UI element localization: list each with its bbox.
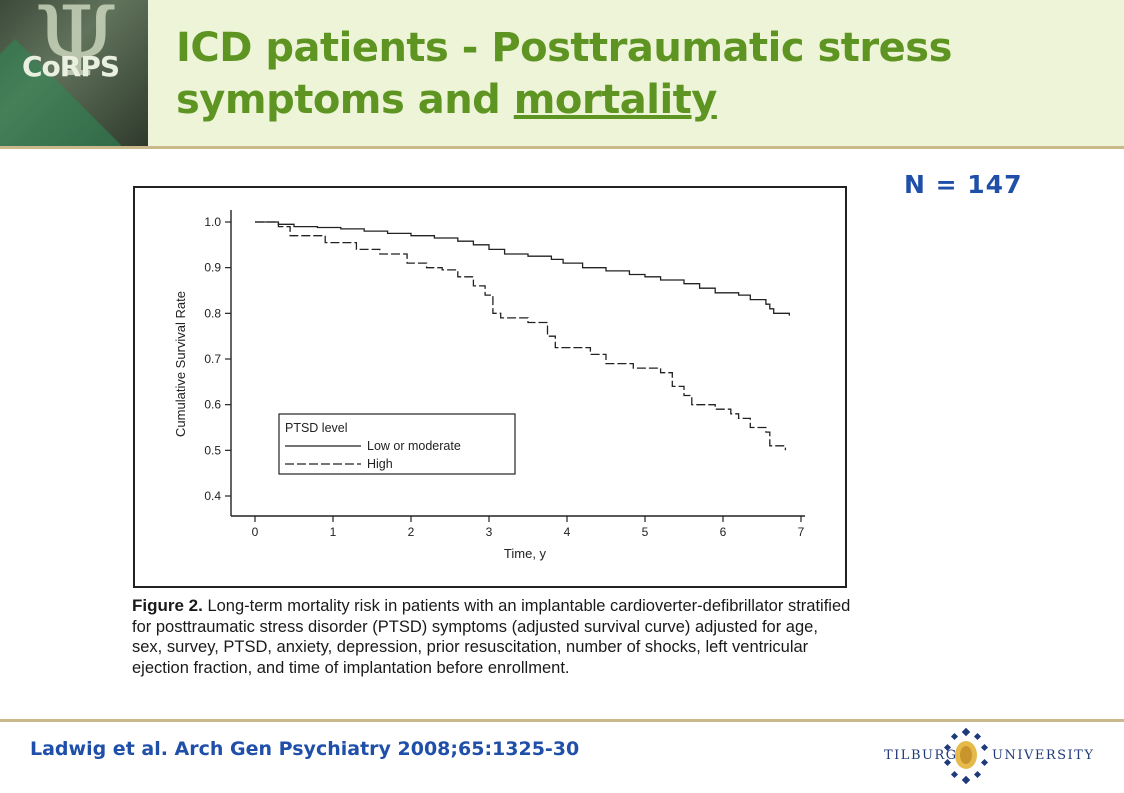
y-tick-label: 1.0 — [204, 215, 221, 229]
y-tick-label: 0.6 — [204, 398, 221, 412]
legend-box — [278, 413, 516, 475]
title-line-1: ICD patients - Posttraumatic stress — [176, 25, 952, 71]
x-axis-label: Time, y — [504, 546, 547, 561]
logo-text: CoRPS — [22, 50, 120, 83]
footer-divider — [0, 719, 1124, 722]
citation: Ladwig et al. Arch Gen Psychiatry 2008;6… — [30, 738, 580, 760]
university-crest-icon — [943, 728, 989, 784]
y-tick-label: 0.9 — [204, 261, 221, 275]
slide-title: ICD patients - Posttraumatic stress symp… — [176, 22, 1076, 126]
x-tick-label: 5 — [642, 525, 649, 539]
x-tick-label: 7 — [798, 525, 805, 539]
y-tick-label: 0.5 — [204, 443, 221, 457]
slide-header — [0, 0, 1124, 146]
chart-legend: PTSD level Low or moderate High — [278, 413, 516, 475]
legend-label-high: High — [367, 457, 393, 471]
header-divider — [0, 146, 1124, 149]
legend-label-low: Low or moderate — [367, 439, 461, 453]
x-tick-label: 2 — [408, 525, 415, 539]
title-line-2-prefix: symptoms and — [176, 77, 514, 123]
series-line-low-or-moderate — [255, 221, 790, 316]
y-tick-label: 0.4 — [204, 489, 221, 503]
x-tick-label: 0 — [252, 525, 259, 539]
caption-label: Figure 2. — [132, 596, 203, 615]
corps-logo: Ψ CoRPS — [0, 0, 148, 146]
chart-ticks: 0.4 0.5 0.6 0.7 0.8 0.9 1.0 0 1 2 3 4 5 6 7 — [204, 215, 804, 539]
university-name-right: UNIVERSITY — [992, 748, 1095, 763]
figure-caption: Figure 2. Long-term mortality risk in pa… — [132, 596, 852, 678]
title-underlined-word: mortality — [513, 77, 718, 123]
y-axis-label: Cumulative Survival Rate — [173, 291, 188, 437]
university-name-left: TILBURG — [884, 748, 958, 763]
series-line-high — [255, 221, 787, 451]
y-tick-label: 0.8 — [204, 306, 221, 320]
sample-size-label: N = 147 — [904, 170, 1023, 199]
x-tick-label: 4 — [564, 525, 571, 539]
survival-chart: 0.4 0.5 0.6 0.7 0.8 0.9 1.0 0 1 2 3 4 5 6 7 PTSD level… — [173, 210, 805, 561]
chart-series — [255, 221, 790, 451]
x-tick-label: 6 — [720, 525, 727, 539]
chart-axes — [230, 210, 805, 517]
title-line-2: symptoms and mortality — [176, 74, 1076, 126]
x-tick-label: 1 — [330, 525, 337, 539]
tilburg-university-logo: TILBURG UNIVERSITY — [880, 728, 1093, 784]
survival-chart-figure: 0.4 0.5 0.6 0.7 0.8 0.9 1.0 0 1 2 3 4 5 6 7 PTSD level… — [133, 186, 847, 588]
caption-text: Long-term mortality risk in patients wit… — [132, 597, 851, 677]
legend-title: PTSD level — [285, 421, 348, 435]
psi-icon: Ψ — [34, 0, 119, 98]
y-tick-label: 0.7 — [204, 352, 221, 366]
x-tick-label: 3 — [486, 525, 493, 539]
